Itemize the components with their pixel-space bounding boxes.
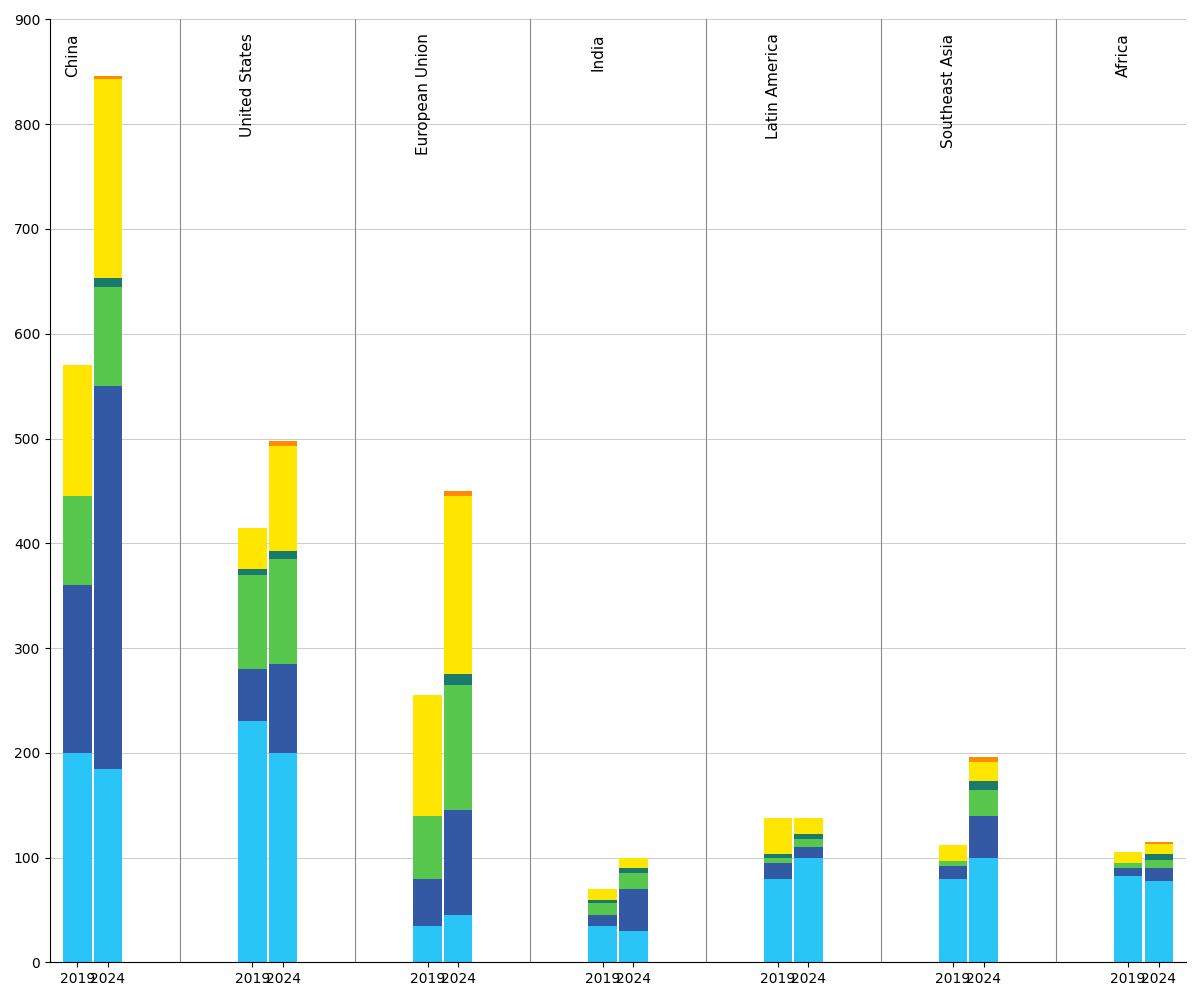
- Bar: [94, 79, 122, 278]
- Bar: [588, 915, 617, 926]
- Bar: [970, 781, 998, 790]
- Bar: [1145, 842, 1172, 844]
- Bar: [763, 858, 792, 863]
- Bar: [1145, 854, 1172, 860]
- Bar: [619, 868, 648, 873]
- Bar: [619, 873, 648, 889]
- Bar: [64, 365, 91, 496]
- Bar: [1145, 881, 1172, 962]
- Bar: [94, 278, 122, 287]
- Text: Africa: Africa: [1116, 34, 1132, 77]
- Bar: [938, 866, 967, 879]
- Bar: [239, 669, 266, 721]
- Text: European Union: European Union: [415, 34, 431, 155]
- Bar: [269, 664, 298, 753]
- Bar: [444, 496, 473, 674]
- Bar: [269, 551, 298, 559]
- Text: Latin America: Latin America: [766, 34, 781, 139]
- Bar: [1145, 868, 1172, 881]
- Bar: [269, 559, 298, 664]
- Bar: [94, 76, 122, 79]
- Bar: [94, 386, 122, 769]
- Bar: [444, 674, 473, 685]
- Bar: [64, 753, 91, 962]
- Bar: [239, 721, 266, 962]
- Bar: [239, 569, 266, 575]
- Bar: [763, 818, 792, 854]
- Bar: [938, 861, 967, 866]
- Bar: [938, 845, 967, 861]
- Bar: [970, 858, 998, 962]
- Bar: [413, 695, 442, 816]
- Bar: [444, 685, 473, 810]
- Bar: [794, 839, 823, 847]
- Bar: [269, 753, 298, 962]
- Text: Southeast Asia: Southeast Asia: [941, 34, 956, 148]
- Bar: [1114, 852, 1142, 863]
- Bar: [763, 854, 792, 858]
- Bar: [1145, 844, 1172, 854]
- Bar: [619, 858, 648, 868]
- Bar: [413, 879, 442, 926]
- Bar: [413, 816, 442, 879]
- Bar: [588, 900, 617, 903]
- Bar: [444, 810, 473, 915]
- Bar: [794, 818, 823, 834]
- Bar: [444, 915, 473, 962]
- Bar: [619, 931, 648, 962]
- Bar: [94, 287, 122, 386]
- Bar: [1145, 860, 1172, 868]
- Bar: [970, 816, 998, 858]
- Bar: [794, 858, 823, 962]
- Bar: [763, 863, 792, 879]
- Bar: [970, 762, 998, 781]
- Text: United States: United States: [240, 34, 256, 137]
- Bar: [794, 834, 823, 839]
- Bar: [970, 757, 998, 762]
- Bar: [64, 496, 91, 585]
- Bar: [444, 491, 473, 496]
- Bar: [938, 879, 967, 962]
- Bar: [94, 769, 122, 962]
- Bar: [794, 847, 823, 858]
- Bar: [1114, 876, 1142, 962]
- Bar: [970, 790, 998, 816]
- Bar: [64, 585, 91, 753]
- Bar: [763, 879, 792, 962]
- Text: China: China: [65, 34, 80, 77]
- Bar: [239, 575, 266, 669]
- Bar: [1114, 863, 1142, 868]
- Bar: [413, 926, 442, 962]
- Bar: [588, 903, 617, 915]
- Bar: [269, 446, 298, 551]
- Bar: [239, 528, 266, 569]
- Text: India: India: [590, 34, 606, 71]
- Bar: [588, 889, 617, 900]
- Bar: [1114, 868, 1142, 876]
- Bar: [269, 441, 298, 446]
- Bar: [619, 889, 648, 931]
- Bar: [588, 926, 617, 962]
